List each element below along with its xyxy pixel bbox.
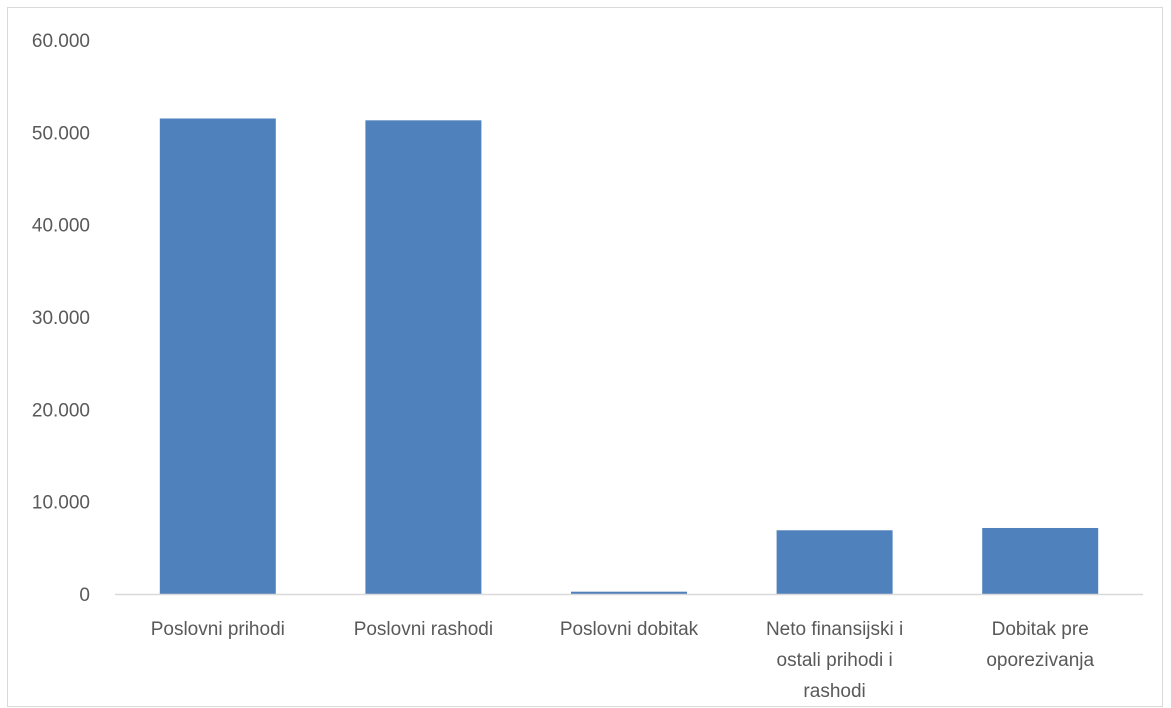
bar [776, 530, 893, 594]
y-tick-label: 20.000 [32, 400, 90, 421]
x-axis-labels: Poslovni prihodi Poslovni rashodi Poslovni… [151, 619, 1095, 702]
y-tick-label: 50.000 [32, 123, 90, 144]
y-tick-label: 30.000 [32, 308, 90, 329]
bars [159, 118, 1099, 594]
y-tick-label: 60.000 [32, 31, 90, 52]
x-tick-label: Poslovni rashodi [354, 619, 493, 640]
x-tick-label: Dobitak pre oporezivanja [986, 619, 1094, 671]
y-tick-label: 0 [79, 585, 90, 606]
x-tick-label: Poslovni prihodi [151, 619, 285, 640]
y-axis-ticks: 0 10.000 20.000 30.000 40.000 50.000 60.000 [32, 31, 90, 606]
y-tick-label: 40.000 [32, 216, 90, 237]
bar [571, 591, 687, 594]
bar [365, 120, 482, 594]
bar [159, 118, 276, 594]
x-tick-label: Poslovni dobitak [560, 619, 699, 640]
x-tick-label: Neto finansijski i ostali prihodi i rashod… [766, 619, 903, 702]
y-tick-label: 10.000 [32, 493, 90, 514]
bar [982, 527, 1099, 594]
